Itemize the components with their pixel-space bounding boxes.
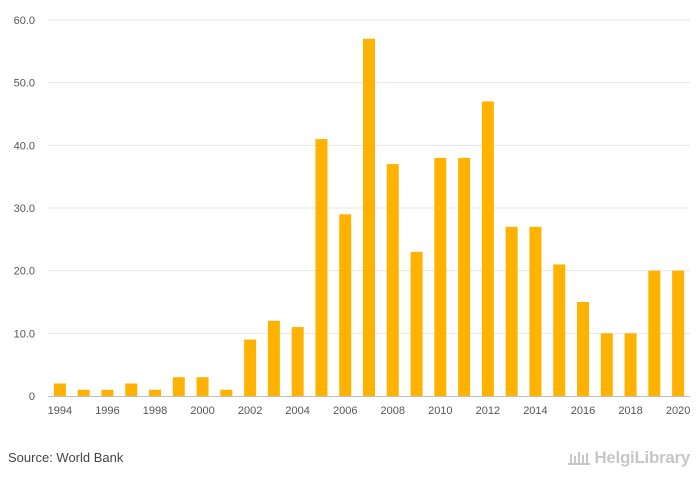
y-tick-label: 0 bbox=[29, 391, 35, 403]
bar-2006 bbox=[339, 214, 352, 396]
x-tick-label: 1994 bbox=[48, 405, 72, 417]
bar-1994 bbox=[53, 383, 66, 396]
bar-2015 bbox=[553, 264, 566, 396]
x-tick-label: 1996 bbox=[95, 405, 119, 417]
bar-2005 bbox=[315, 139, 328, 397]
bar-2016 bbox=[577, 302, 589, 396]
x-tick-label: 2012 bbox=[476, 405, 500, 417]
bar-2003 bbox=[267, 320, 280, 396]
library-building-icon bbox=[568, 452, 591, 465]
source-note: Source: World Bank bbox=[8, 450, 124, 465]
x-tick-label: 2014 bbox=[523, 405, 547, 417]
bar-1996 bbox=[101, 389, 114, 396]
bar-2009 bbox=[410, 251, 423, 396]
bar-2019 bbox=[648, 270, 661, 396]
bar-2018 bbox=[624, 333, 637, 396]
x-tick-label: 2018 bbox=[618, 405, 642, 417]
bar-2012 bbox=[481, 101, 494, 396]
bar-2011 bbox=[458, 157, 471, 396]
helgi-library-logo: HelgiLibrary bbox=[567, 448, 690, 466]
bar-1997 bbox=[125, 383, 138, 396]
x-axis-tick-labels: 1994 1996 1998 2000 2002 2004 2006 2008 2010 2012… bbox=[48, 405, 691, 417]
bar-2014 bbox=[529, 226, 542, 396]
logo-text: HelgiLibrary bbox=[594, 448, 690, 467]
y-tick-label: 10.0 bbox=[14, 328, 35, 340]
y-tick-label: 50.0 bbox=[14, 78, 35, 90]
bar-2008 bbox=[386, 164, 399, 396]
bar-1999 bbox=[172, 377, 185, 396]
x-tick-label: 2020 bbox=[666, 405, 690, 417]
bar-2007 bbox=[363, 38, 375, 397]
bar-2010 bbox=[434, 157, 447, 396]
bar-2004 bbox=[291, 327, 304, 396]
bar-2013 bbox=[505, 226, 518, 396]
x-tick-label: 2016 bbox=[571, 405, 595, 417]
bars bbox=[53, 38, 685, 397]
bar-2000 bbox=[196, 377, 209, 396]
y-tick-label: 30.0 bbox=[14, 203, 35, 215]
bar-2017 bbox=[600, 333, 613, 396]
x-tick-label: 2008 bbox=[381, 405, 405, 417]
x-tick-label: 2004 bbox=[285, 405, 309, 417]
y-axis-tick-labels: 0 10.0 20.0 30.0 40.0 50.0 60.0 bbox=[14, 15, 35, 403]
bar-1998 bbox=[149, 389, 161, 396]
bar-2020 bbox=[672, 270, 685, 396]
x-tick-label: 1998 bbox=[143, 405, 167, 417]
bar-2001 bbox=[220, 389, 233, 396]
y-tick-label: 40.0 bbox=[14, 140, 35, 152]
x-tick-label: 2000 bbox=[190, 405, 214, 417]
y-tick-label: 20.0 bbox=[14, 266, 35, 278]
bar-1995 bbox=[77, 389, 90, 396]
bar-2002 bbox=[244, 339, 257, 396]
x-tick-label: 2002 bbox=[238, 405, 262, 417]
bar-chart: 0 10.0 20.0 30.0 40.0 50.0 60.0 1994 1996 1998 20… bbox=[14, 15, 691, 417]
x-tick-label: 2006 bbox=[333, 405, 357, 417]
y-tick-label: 60.0 bbox=[14, 15, 35, 27]
x-tick-label: 2010 bbox=[428, 405, 452, 417]
